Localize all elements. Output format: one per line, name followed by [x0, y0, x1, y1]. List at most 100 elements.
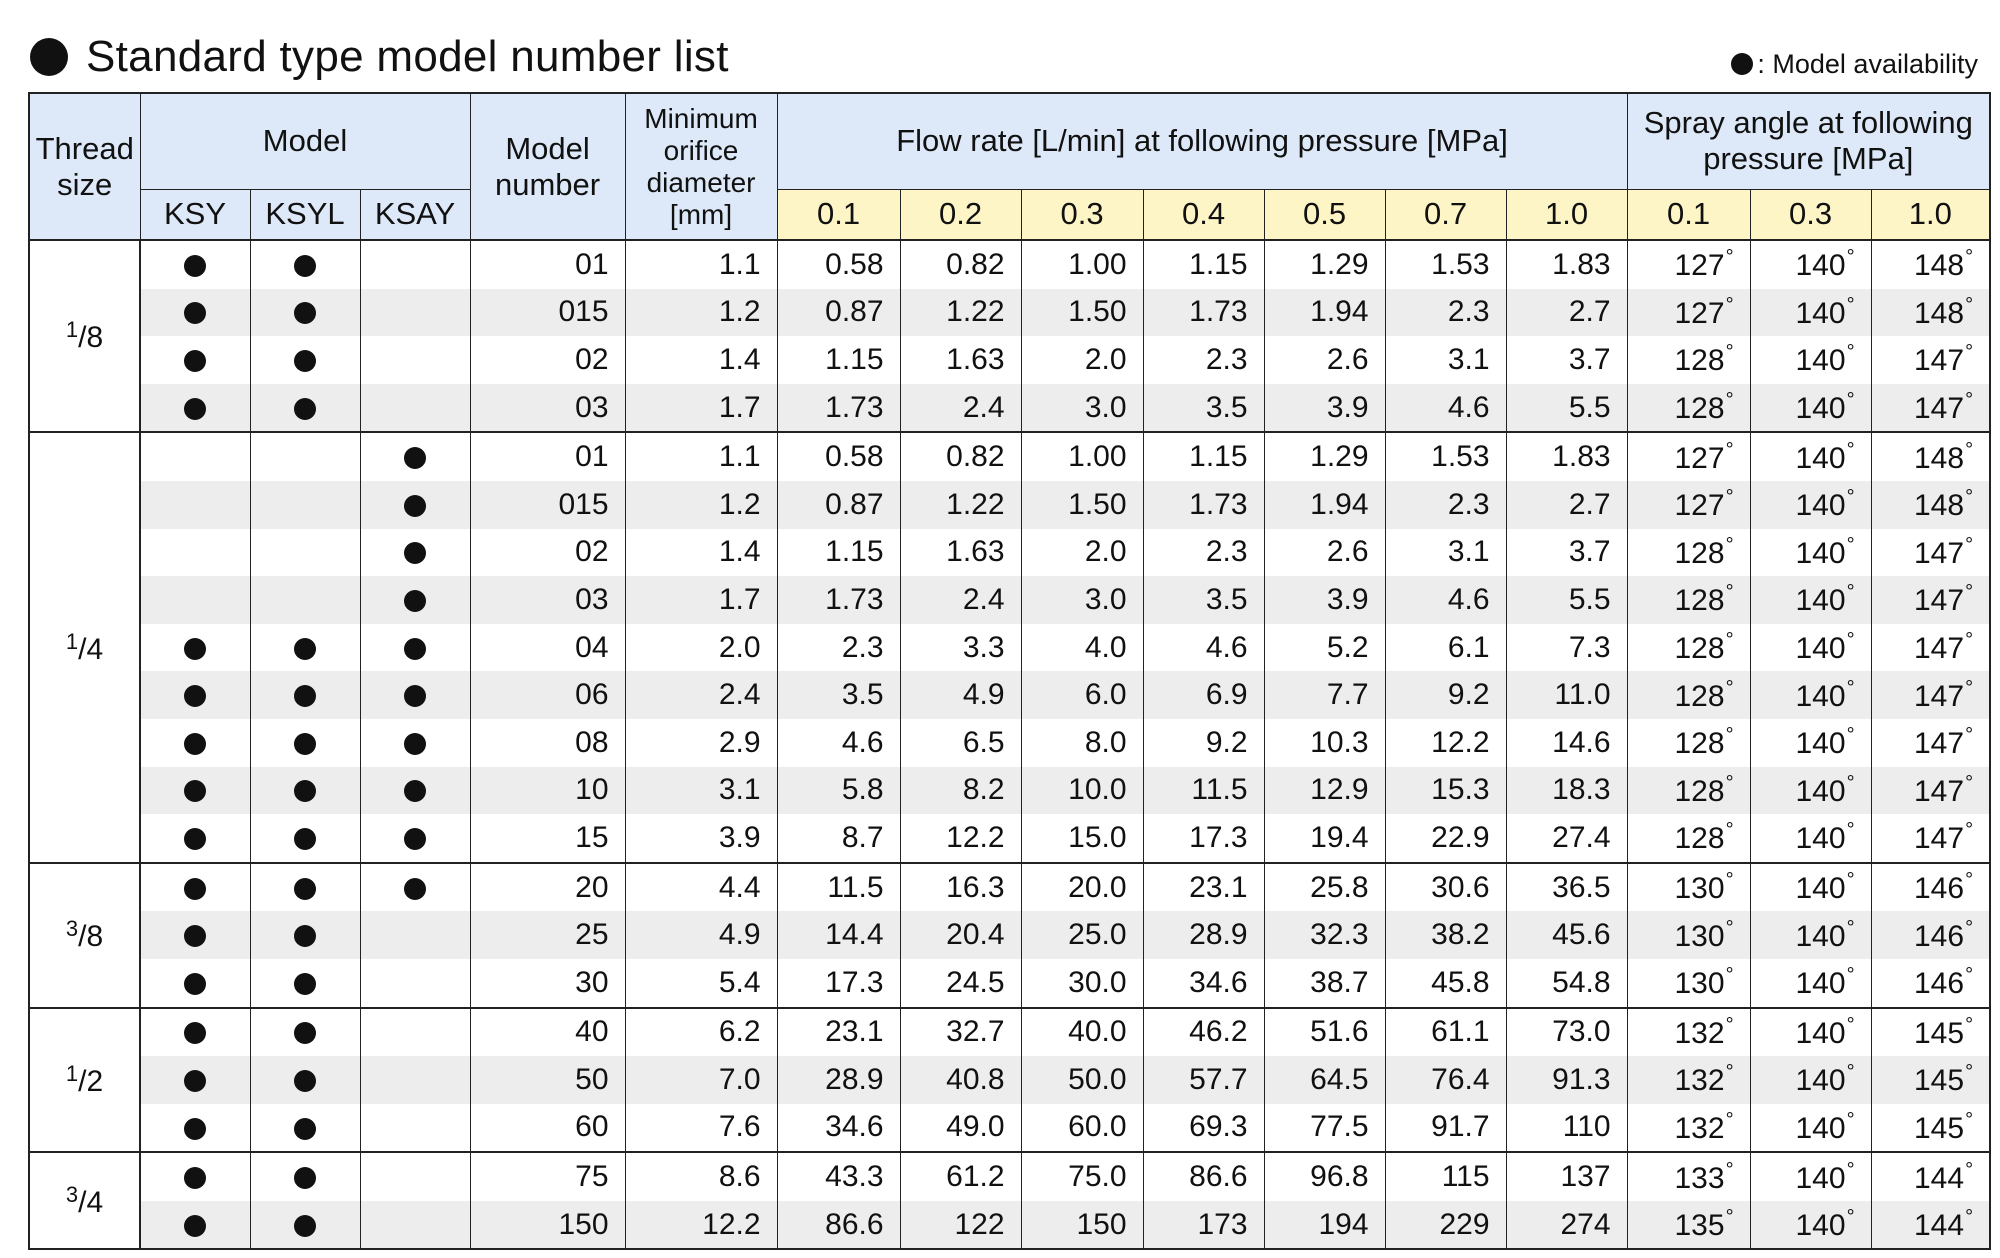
model-number-cell: 75	[469, 1151, 626, 1201]
spray-angle-header: Spray angle at following pressure [MPa]	[1626, 92, 1991, 190]
degree-symbol: °	[1725, 1061, 1734, 1084]
flow-rate-cell: 91.3	[1505, 1056, 1628, 1104]
flow-rate-cell: 19.4	[1263, 814, 1386, 863]
availability-dot-icon	[404, 732, 427, 755]
orifice-cell: 4.4	[624, 861, 778, 912]
flow-rate-cell: 25.8	[1263, 861, 1386, 912]
degree-symbol: °	[1725, 1108, 1734, 1131]
flow-rate-cell: 6.1	[1384, 623, 1507, 672]
availability-dot-icon	[184, 302, 207, 325]
flow-rate-cell: 30.0	[1020, 958, 1144, 1008]
page-title: Standard type model number list	[86, 32, 729, 81]
spray-angle-cell: 147°	[1870, 576, 1991, 624]
model-ksyl-cell	[249, 336, 361, 384]
model-ksay-cell	[359, 861, 471, 912]
flow-rate-cell: 91.7	[1384, 1103, 1507, 1153]
spray-angle-cell: 128°	[1626, 766, 1751, 815]
flow-rate-cell: 1.29	[1263, 431, 1386, 481]
availability-dot-icon	[294, 1214, 316, 1237]
flow-rate-cell: 3.9	[1263, 383, 1386, 433]
flow-rate-cell: 1.83	[1505, 431, 1628, 481]
degree-symbol: °	[1846, 1158, 1855, 1181]
degree-symbol: °	[1965, 916, 1974, 939]
spray-angle-cell: 140°	[1749, 383, 1872, 433]
flow-rate-cell: 3.5	[1142, 576, 1265, 624]
model-ksyl-cell	[249, 814, 361, 863]
model-ksyl-cell	[249, 671, 361, 719]
flow-rate-cell: 20.4	[899, 911, 1022, 959]
table-row: 3/8 20 4.4 11.5 16.3 20.0 23.1 25.8 30.6 36.5 130°…	[28, 861, 1991, 1009]
availability-dot-icon	[294, 828, 316, 850]
flow-rate-cell: 1.63	[899, 528, 1022, 577]
flow-rate-cell: 1.73	[1142, 480, 1265, 529]
flow-rate-cell: 1.63	[899, 336, 1022, 384]
flow-rate-cell: 86.6	[1142, 1151, 1265, 1201]
flow-rate-cell: 7.7	[1263, 671, 1386, 719]
flow-rate-cell: 1.73	[776, 383, 901, 433]
orifice-cell: 1.4	[624, 528, 778, 577]
degree-symbol: °	[1965, 1108, 1974, 1131]
table-body: 1/8 01 1.1 0.58 0.82 1.00 1.15 1.29 1.53 1.83 127°…	[28, 238, 1991, 1251]
flow-rate-cell: 194	[1263, 1200, 1386, 1251]
model-ksay-cell	[359, 1200, 471, 1251]
flow-rate-cell: 28.9	[776, 1056, 901, 1104]
flow-rate-cell: 28.9	[1142, 911, 1265, 959]
flow-rate-cell: 110	[1505, 1103, 1628, 1153]
degree-symbol: °	[1846, 389, 1855, 412]
flow-rate-cell: 2.7	[1505, 288, 1628, 337]
flow-rate-cell: 173	[1142, 1200, 1265, 1251]
flow-rate-cell: 16.3	[899, 861, 1022, 912]
degree-symbol: °	[1965, 389, 1974, 412]
model-ksy-cell	[139, 1200, 251, 1251]
model-ksay-cell	[359, 766, 471, 815]
degree-symbol: °	[1846, 964, 1855, 987]
table-row: 015 1.2 0.87 1.22 1.50 1.73 1.94 2.3 2.7 127° 140°…	[29, 480, 1991, 529]
model-ksay-cell	[359, 718, 471, 767]
table-row: 30 5.4 17.3 24.5 30.0 34.6 38.7 45.8 54.8 130° 140…	[29, 958, 1991, 1008]
availability-dot-icon	[294, 685, 316, 708]
orifice-cell: 1.4	[624, 336, 778, 384]
orifice-cell: 4.9	[624, 911, 778, 959]
model-ksy-cell	[139, 1103, 251, 1153]
model-ksy-cell	[139, 861, 251, 912]
availability-dot-icon	[184, 780, 207, 803]
flow-rate-cell: 14.6	[1505, 718, 1628, 767]
thread-size-cell: 1/8	[28, 238, 141, 434]
availability-dot-icon	[404, 780, 427, 803]
flow-rate-cell: 32.3	[1263, 911, 1386, 959]
model-ksy-cell	[139, 814, 251, 863]
model-col-ksy: KSY	[139, 188, 251, 241]
flow-rate-cell: 12.2	[899, 814, 1022, 863]
flow-rate-cell: 2.0	[1020, 336, 1144, 384]
flow-rate-cell: 11.5	[1142, 766, 1265, 815]
flow-rate-cell: 0.87	[776, 480, 901, 529]
availability-dot-icon	[184, 1069, 207, 1092]
flow-rate-cell: 61.1	[1384, 1006, 1507, 1057]
flow-rate-cell: 1.50	[1020, 480, 1144, 529]
table-row: 60 7.6 34.6 49.0 60.0 69.3 77.5 91.7 110 132° 140°…	[29, 1103, 1991, 1153]
spray-angle-cell: 145°	[1870, 1056, 1991, 1104]
flow-rate-cell: 3.9	[1263, 576, 1386, 624]
angle-pressure-header: 0.1	[1626, 188, 1751, 241]
flow-pressure-header: 0.2	[899, 188, 1022, 241]
degree-symbol: °	[1965, 1158, 1974, 1181]
flow-rate-cell: 2.3	[776, 623, 901, 672]
model-number-cell: 10	[469, 766, 626, 815]
model-ksay-cell	[359, 958, 471, 1008]
degree-symbol: °	[1965, 771, 1974, 794]
flow-pressure-header: 0.7	[1384, 188, 1507, 241]
model-number-cell: 03	[469, 576, 626, 624]
model-ksay-cell	[359, 814, 471, 863]
orifice-cell: 2.0	[624, 623, 778, 672]
spray-angle-cell: 140°	[1749, 576, 1872, 624]
flow-rate-cell: 1.00	[1020, 239, 1144, 289]
model-ksyl-cell	[249, 288, 361, 337]
flow-rate-cell: 115	[1384, 1151, 1507, 1201]
model-ksy-cell	[139, 383, 251, 433]
model-ksay-cell	[359, 911, 471, 959]
model-number-cell: 02	[469, 336, 626, 384]
flow-rate-cell: 9.2	[1142, 718, 1265, 767]
flow-rate-cell: 9.2	[1384, 671, 1507, 719]
model-ksyl-cell	[249, 1151, 361, 1201]
